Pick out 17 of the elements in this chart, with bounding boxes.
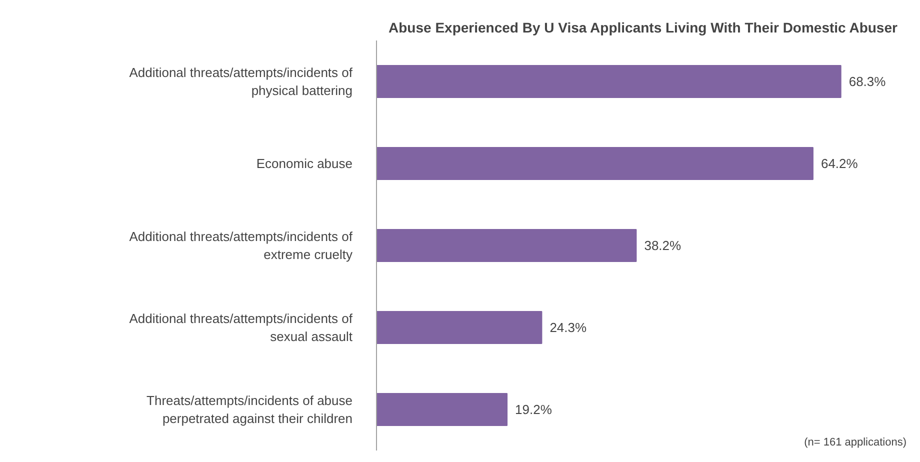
annotation: (n= 161 applications) xyxy=(804,436,907,448)
y-tick-label: Threats/attempts/incidents of abuse perpetrated against their children xyxy=(146,393,353,426)
data-label: 68.3% xyxy=(848,74,886,89)
y-tick-label: Additional threats/attempts/incidents of sexual assault xyxy=(129,311,353,344)
y-tick-label: Economic abuse xyxy=(256,156,353,171)
bar xyxy=(376,65,842,98)
bar xyxy=(376,147,814,180)
y-tick-label: Additional threats/attempts/incidents of physical battering xyxy=(129,65,353,98)
bar xyxy=(376,393,508,426)
chart-title: Abuse Experienced By U Visa Applicants Living With Their Domestic Abuser xyxy=(388,20,898,36)
data-label: 24.3% xyxy=(550,320,588,335)
bar xyxy=(376,229,637,262)
y-tick-label: Additional threats/attempts/incidents of extreme cruelty xyxy=(129,229,353,262)
bar xyxy=(376,311,542,344)
data-label: 64.2% xyxy=(820,156,858,171)
data-label: 38.2% xyxy=(644,238,682,253)
data-label: 19.2% xyxy=(515,402,552,417)
